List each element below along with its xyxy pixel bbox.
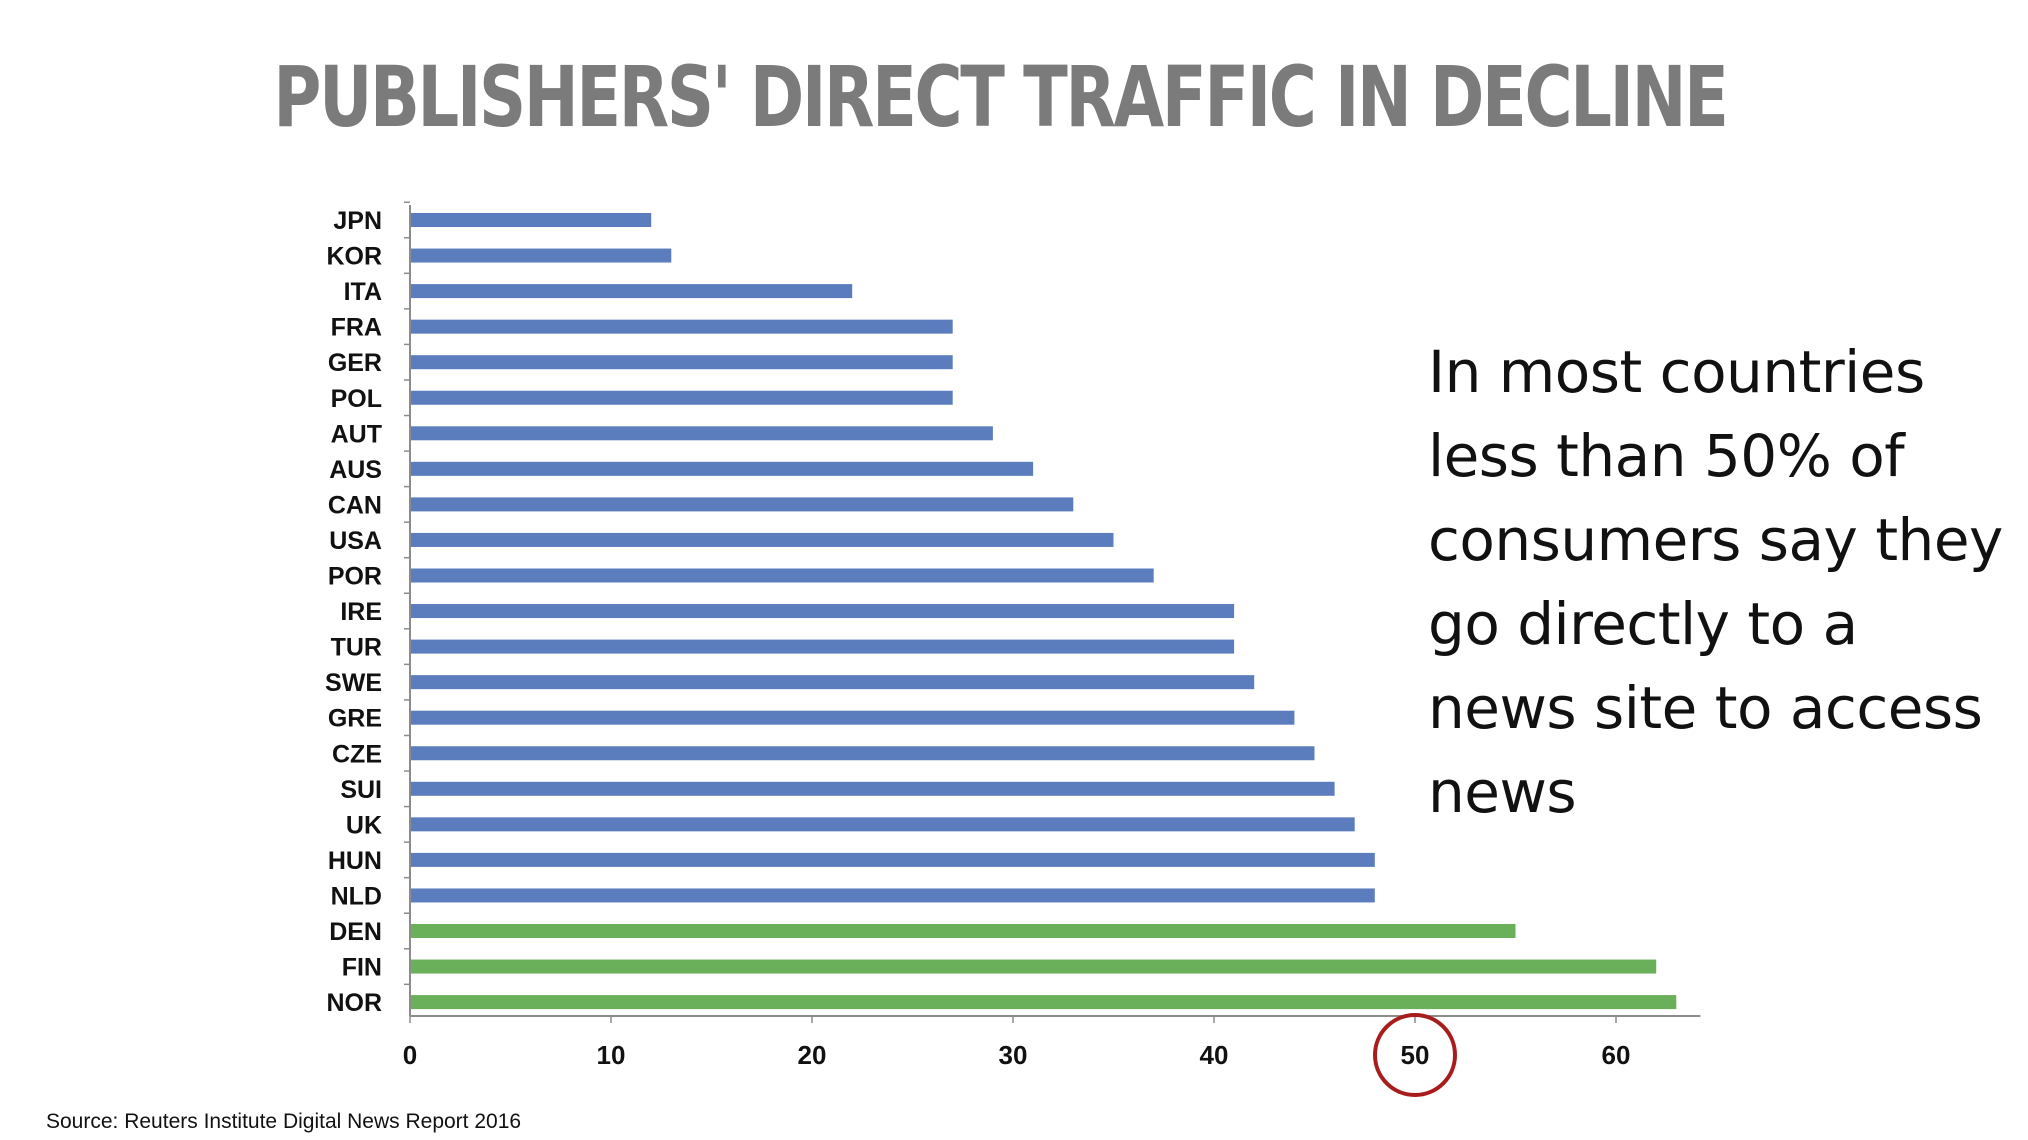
category-labels-group: JPN KOR ITA FRA GER POL AUT AUS CAN USA POR IRE TUR S… (325, 207, 382, 1017)
bar-por (410, 568, 1154, 583)
bar-ger (410, 355, 953, 370)
bar-nld (410, 888, 1375, 903)
category-label-kor: KOR (326, 243, 382, 271)
bar-fin (410, 959, 1657, 974)
bar-kor (410, 248, 672, 263)
category-label-uk: UK (346, 811, 382, 839)
page-title: PUBLISHERS' DIRECT TRAFFIC IN DECLINE (273, 48, 1729, 146)
highlight-circle (1373, 1013, 1457, 1097)
category-label-fra: FRA (331, 314, 382, 342)
x-tick-label-30: 30 (999, 1040, 1028, 1070)
bar-ire (410, 604, 1235, 619)
category-label-sui: SUI (340, 776, 382, 804)
category-label-pol: POL (331, 385, 382, 413)
category-label-cze: CZE (332, 740, 382, 768)
category-label-aut: AUT (331, 420, 382, 448)
bar-pol (410, 390, 953, 405)
bar-sui (410, 781, 1335, 796)
category-label-swe: SWE (325, 669, 382, 697)
category-label-fin: FIN (342, 954, 382, 982)
x-tick-label-50: 50 (1401, 1040, 1430, 1070)
bar-aus (410, 461, 1034, 476)
bar-jpn (410, 213, 652, 227)
x-tick-label-0: 0 (403, 1040, 417, 1070)
category-label-ire: IRE (340, 598, 382, 626)
bar-uk (410, 817, 1355, 832)
source-note: Source: Reuters Institute Digital News R… (46, 1110, 522, 1133)
bar-den (410, 924, 1516, 938)
category-label-por: POR (328, 563, 382, 591)
x-tick-label-40: 40 (1200, 1040, 1229, 1070)
category-label-tur: TUR (331, 634, 382, 662)
bar-gre (410, 710, 1295, 725)
category-label-ger: GER (328, 349, 382, 377)
category-label-aus: AUS (329, 456, 382, 484)
category-label-usa: USA (329, 527, 382, 555)
category-label-ita: ITA (344, 278, 382, 306)
bar-tur (410, 639, 1235, 654)
callout-text: In most countries less than 50% of consu… (1428, 338, 2003, 826)
bar-can (410, 497, 1074, 512)
category-label-hun: HUN (328, 847, 382, 875)
category-label-nor: NOR (326, 989, 382, 1017)
bar-hun (410, 852, 1375, 867)
category-label-gre: GRE (328, 705, 382, 733)
bar-ita (410, 284, 853, 299)
bar-nor (410, 995, 1677, 1010)
bar-aut (410, 426, 993, 441)
axes-group (404, 201, 1701, 1023)
tick-labels-group: 0 10 20 30 40 50 60 (403, 1040, 1631, 1070)
bar-fra (410, 319, 953, 334)
bars-group (410, 213, 1677, 1010)
category-label-nld: NLD (331, 882, 382, 910)
bar-usa (410, 532, 1114, 547)
category-label-den: DEN (329, 918, 382, 946)
bar-cze (410, 746, 1315, 761)
x-tick-label-10: 10 (597, 1040, 626, 1070)
category-label-jpn: JPN (333, 207, 382, 235)
x-tick-label-20: 20 (798, 1040, 827, 1070)
bar-swe (410, 675, 1255, 690)
category-label-can: CAN (328, 491, 382, 519)
x-tick-label-60: 60 (1602, 1040, 1631, 1070)
